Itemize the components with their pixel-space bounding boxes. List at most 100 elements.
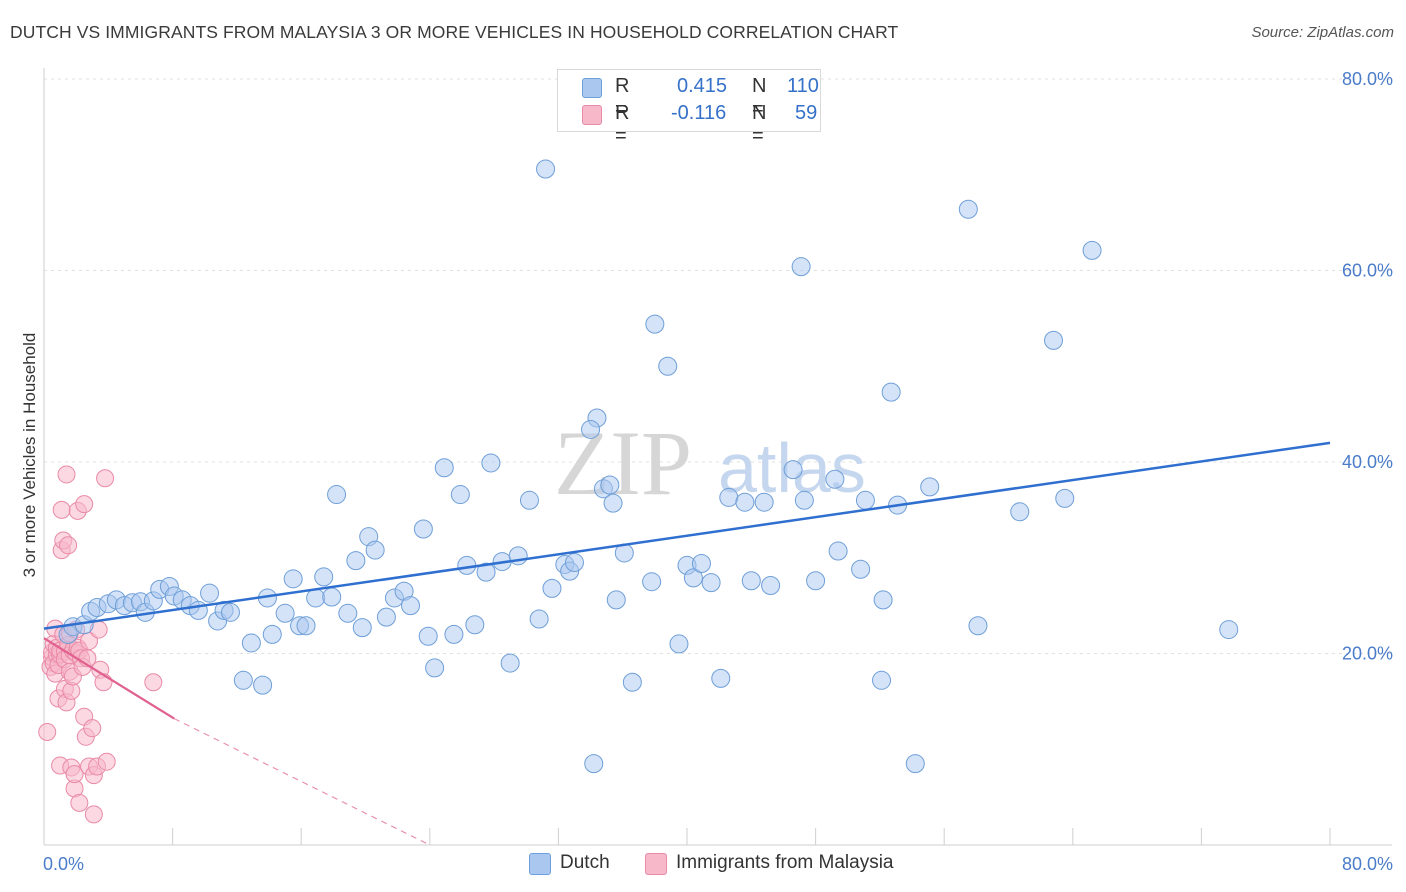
dutch-point — [642, 572, 662, 592]
dutch-point — [434, 458, 454, 478]
bottom-legend-swatch-dutch — [529, 853, 551, 875]
dutch-point — [794, 490, 814, 510]
dutch-point — [306, 588, 326, 608]
malaysia-point — [94, 673, 113, 692]
malaysia-point — [75, 495, 94, 514]
dutch-point — [603, 493, 623, 513]
dutch-point — [741, 571, 761, 591]
dutch-point — [828, 541, 848, 561]
bottom-legend-swatch-malaysia — [645, 853, 667, 875]
malaysia-point — [57, 465, 76, 484]
x-tick-label: 0.0% — [43, 854, 84, 874]
dutch-point — [413, 519, 433, 539]
dutch-point — [711, 668, 731, 688]
malaysia-point — [84, 805, 103, 824]
dutch-point — [253, 675, 273, 695]
dutch-point — [701, 573, 721, 593]
legend-r-value-malaysia: -0.116 — [671, 102, 727, 124]
legend-r-label: R = — [615, 102, 630, 147]
malaysia-point — [65, 765, 84, 784]
dutch-point — [1055, 488, 1075, 508]
legend-swatch-dutch — [582, 78, 602, 98]
dutch-point — [905, 754, 925, 774]
dutch-point — [658, 356, 678, 376]
dutch-point — [851, 559, 871, 579]
dutch-point — [783, 460, 803, 480]
dutch-point — [529, 609, 549, 629]
dutch-point — [1044, 330, 1064, 350]
watermark: ZIP atlas — [554, 412, 866, 514]
y-tick-label: 80.0% — [1342, 69, 1393, 89]
legend-r-value-dutch: 0.415 — [677, 75, 728, 97]
dutch-point — [338, 603, 358, 623]
legend-n-label: N = — [752, 102, 767, 147]
malaysia-point — [52, 500, 71, 519]
malaysia-point — [70, 793, 89, 812]
dutch-point — [719, 487, 739, 507]
dutch-point — [346, 551, 366, 571]
malaysia-point — [38, 723, 57, 742]
dutch-point — [873, 590, 893, 610]
dutch-point — [806, 571, 826, 591]
x-tick-label: 80.0% — [1342, 854, 1393, 874]
y-tick-label: 20.0% — [1342, 644, 1393, 664]
dutch-point — [683, 568, 703, 588]
legend-n-value-dutch: 110 — [787, 75, 819, 97]
dutch-point — [465, 615, 485, 635]
dutch-point — [476, 562, 496, 582]
dutch-point — [855, 490, 875, 510]
y-axis-label: 3 or more Vehicles in Household — [20, 333, 39, 578]
chart-source: Source: ZipAtlas.com — [1251, 24, 1394, 41]
dutch-point — [1219, 620, 1239, 640]
malaysia-point — [59, 536, 78, 555]
dutch-point — [352, 618, 372, 638]
malaysia-point — [144, 673, 163, 692]
legend-n-label: N = — [752, 75, 767, 120]
dutch-point — [606, 590, 626, 610]
dutch-point — [536, 159, 556, 179]
dutch-point — [200, 583, 220, 603]
dutch-point — [425, 658, 445, 678]
dutch-point — [418, 626, 438, 646]
trend-layer — [43, 441, 1331, 846]
y-tick-label: 60.0% — [1342, 261, 1393, 281]
dutch-point — [262, 624, 282, 644]
dutch-point — [450, 485, 470, 505]
dutch-point — [754, 492, 774, 512]
dutch-point — [481, 453, 501, 473]
dutch-point — [761, 576, 781, 596]
dutch-point — [365, 540, 385, 560]
malaysia-trend-extension — [173, 718, 431, 846]
dutch-point — [296, 616, 316, 636]
dutch-point — [958, 199, 978, 219]
dutch-point — [584, 754, 604, 774]
dutch-point — [519, 490, 539, 510]
dutch-points — [58, 159, 1239, 774]
malaysia-trend-line — [43, 637, 175, 720]
dutch-trend-line — [43, 441, 1331, 630]
dutch-point — [500, 653, 520, 673]
dutch-point — [241, 633, 261, 653]
tick-labels: 20.0% 40.0% 60.0% 80.0% 0.0% 80.0% — [43, 69, 1393, 874]
legend: R = 0.415 N = 110 R = -0.116 N = 59 — [557, 69, 821, 147]
dutch-point — [581, 419, 601, 439]
dutch-point — [1082, 240, 1102, 260]
y-tick-label: 40.0% — [1342, 452, 1393, 472]
dutch-point — [968, 616, 988, 636]
dutch-point — [283, 569, 303, 589]
legend-n-value-malaysia: 59 — [795, 102, 818, 124]
dutch-point — [188, 600, 208, 620]
dutch-point — [444, 624, 464, 644]
watermark-zip: ZIP — [554, 412, 692, 514]
malaysia-point — [83, 719, 102, 738]
dutch-point — [1010, 502, 1030, 522]
legend-swatch-malaysia — [582, 105, 602, 125]
dutch-point — [622, 672, 642, 692]
dutch-point — [881, 382, 901, 402]
axes-layer — [43, 68, 1392, 846]
dutch-point — [920, 477, 940, 497]
dutch-point — [327, 485, 347, 505]
dutch-point — [600, 475, 620, 495]
dutch-point — [542, 578, 562, 598]
